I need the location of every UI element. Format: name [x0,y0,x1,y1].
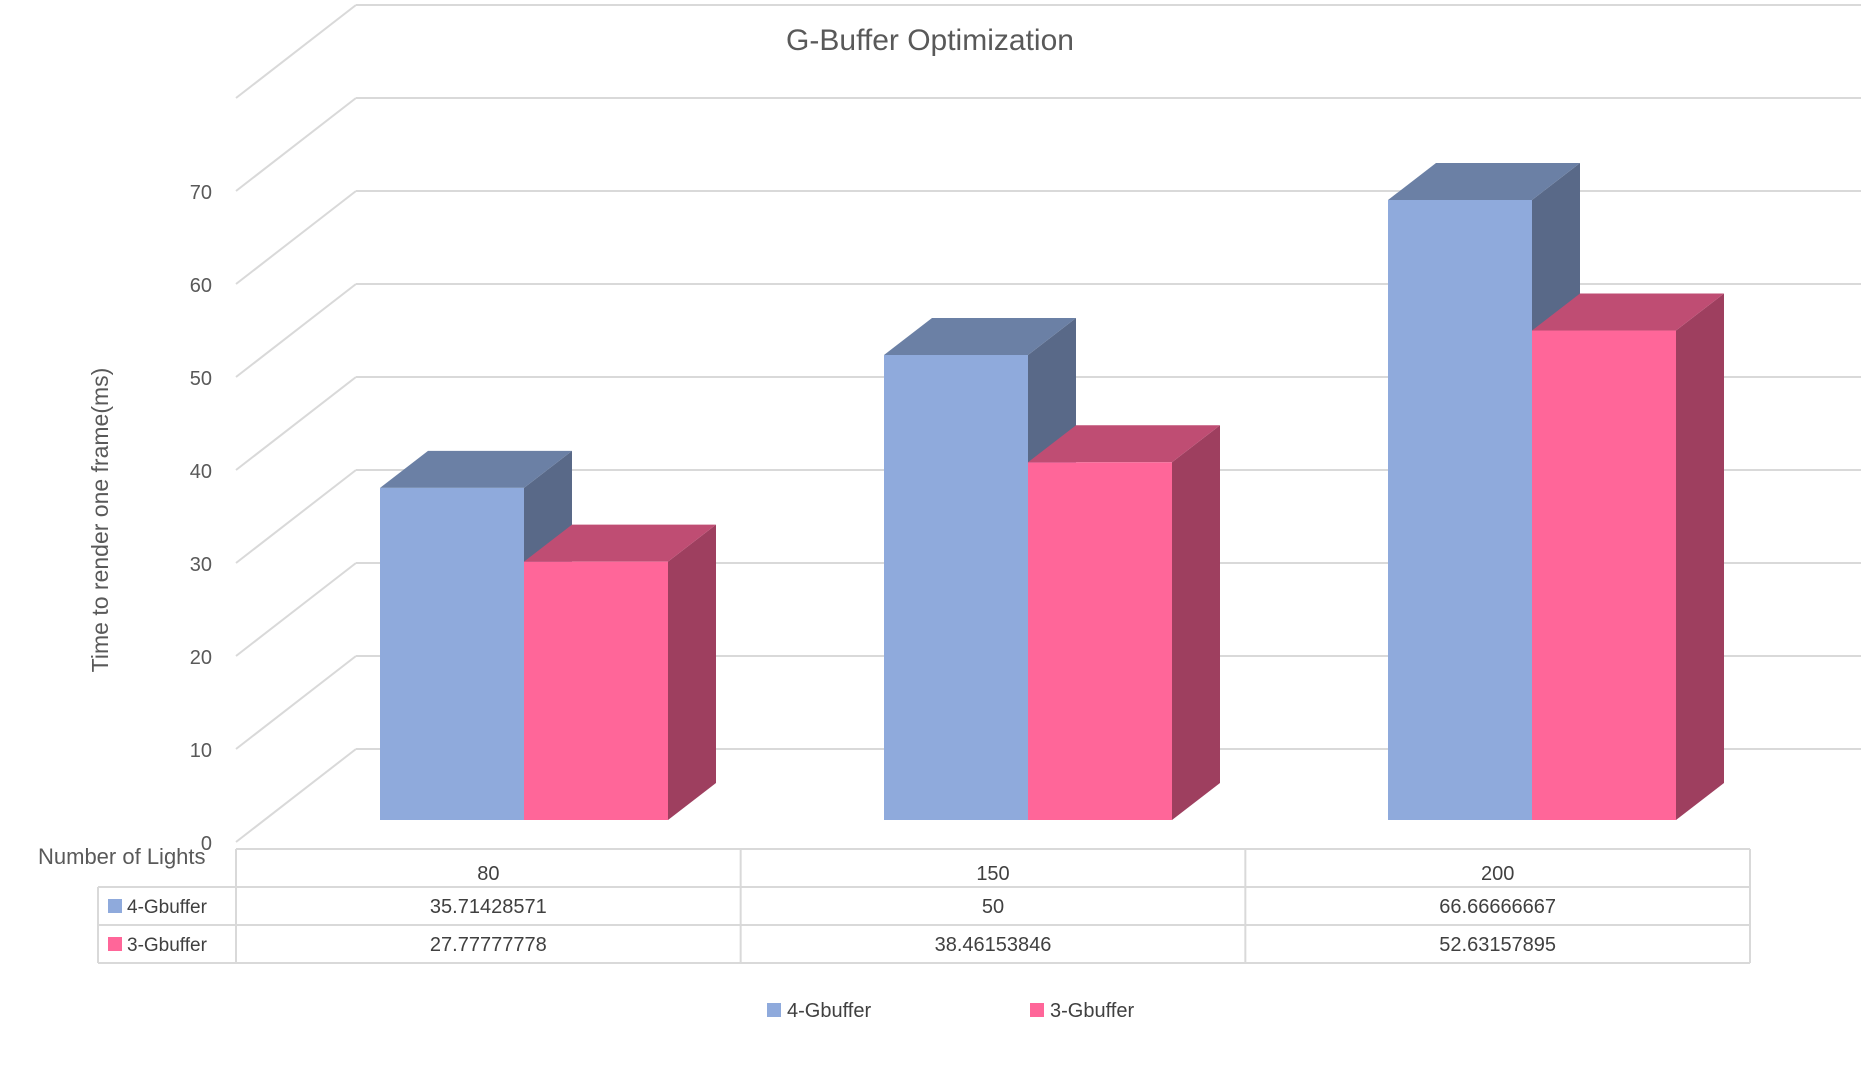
bar-3-gbuffer-200 [1532,293,1724,820]
bar-front [1532,330,1676,820]
table-legend-key [108,937,122,951]
bar-front [1388,200,1532,820]
table-series-label: 4-Gbuffer [127,897,208,918]
legend-swatch [767,1003,781,1017]
gridline-depth [235,562,357,657]
x-tick-label: 80 [477,863,499,885]
bar-top [380,450,572,488]
gridline-depth [235,283,357,378]
y-tick-label: 20 [190,647,212,669]
gridline-depth [235,655,357,750]
x-axis-label: Number of Lights [38,844,206,869]
bar-3-gbuffer-80 [524,524,716,820]
bar-top [524,524,716,562]
y-tick-label: 50 [190,368,212,390]
table-series-label: 3-Gbuffer [127,935,208,956]
table-cell: 27.77777778 [430,934,547,956]
gridline-depth [235,748,357,843]
bar-top [1532,293,1724,331]
legend: 4-Gbuffer 3-Gbuffer [767,1000,1134,1022]
legend-item: 3-Gbuffer [1030,1000,1134,1022]
legend-label: 4-Gbuffer [787,1000,871,1022]
y-tick-label: 0 [201,833,212,855]
table-cell: 52.63157895 [1439,934,1556,956]
y-axis-label: Time to render one frame(ms) [87,368,113,673]
table-cell: 35.71428571 [430,896,547,918]
table-legend-key [108,899,122,913]
chart-title: G-Buffer Optimization [786,24,1074,57]
x-tick-label: 200 [1481,863,1514,885]
gridline-depth [235,190,357,285]
bar-4-gbuffer-80 [380,450,572,820]
y-tick-label: 30 [190,554,212,576]
legend-item: 4-Gbuffer [767,1000,871,1022]
bar-front [1028,462,1172,820]
gridline-depth [235,97,357,192]
table-cell: 50 [982,896,1004,918]
bar-side [1172,425,1220,820]
table-cell: 38.46153846 [935,934,1052,956]
y-tick-label: 70 [190,182,212,204]
legend-label: 3-Gbuffer [1050,1000,1134,1022]
bar-front [884,355,1028,820]
y-tick-label: 40 [190,461,212,483]
table-cell: 66.66666667 [1439,896,1556,918]
bar-front [380,487,524,820]
y-tick-label: 60 [190,275,212,297]
data-table: 80 150 200 4-Gbuffer 35.71428571 50 66.6666666… [97,848,1751,964]
legend-swatch [1030,1003,1044,1017]
bar-front [524,561,668,820]
bar-top [884,318,1076,355]
bar-top [1388,163,1580,200]
bar-side [1676,293,1724,820]
y-axis-ticks: 0 10 20 30 40 50 60 70 [190,182,212,855]
bar-top [1028,425,1220,463]
x-tick-label: 150 [976,863,1009,885]
bar-side [668,524,716,820]
bars [380,163,1724,820]
gridline-depth [235,469,357,564]
gridline-depth [235,4,357,99]
y-tick-label: 10 [190,740,212,762]
bar-3-gbuffer-150 [1028,425,1220,820]
gridline-depth [235,376,357,471]
